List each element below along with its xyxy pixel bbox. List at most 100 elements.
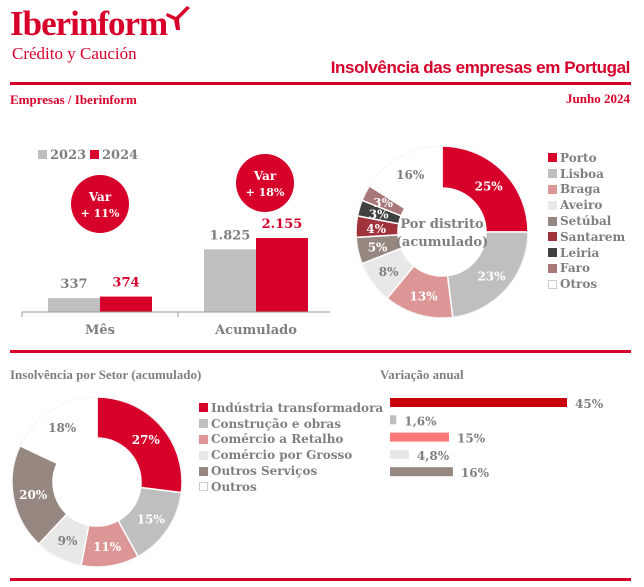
hbar-label: 45% bbox=[575, 397, 604, 411]
legend-label: Faro bbox=[560, 261, 590, 276]
donut-center-label: (acumulado) bbox=[396, 235, 488, 250]
variation-bubble bbox=[236, 154, 294, 212]
legend-sector: Indústria transformadora Construção e obr… bbox=[199, 400, 383, 495]
donut-label-lisboa: 23% bbox=[477, 270, 506, 284]
donut-label-braga: 13% bbox=[410, 289, 439, 303]
brand-subtitle: Crédito y Caución bbox=[12, 44, 137, 63]
legend-label: Comércio por Grosso bbox=[211, 448, 353, 463]
legend-item-aveiro: Aveiro bbox=[548, 197, 625, 213]
legend-label: Comércio a Retalho bbox=[211, 432, 344, 447]
donut-label-setúbal: 5% bbox=[368, 240, 388, 254]
legend-swatch bbox=[548, 169, 557, 179]
hbar-1 bbox=[390, 415, 397, 425]
legend-label: Otros bbox=[560, 277, 598, 292]
legend-swatch bbox=[548, 216, 557, 226]
legend-item-lisboa: Lisboa bbox=[548, 166, 625, 182]
legend-item-leiria: Leiria bbox=[548, 245, 625, 261]
legend-label: Outros Serviços bbox=[211, 464, 318, 479]
donut-label-faro: 3% bbox=[373, 196, 393, 210]
legend-swatch bbox=[199, 466, 208, 476]
donut-chart-sector: 27% 15% 11% 9% 20% 18% bbox=[11, 396, 183, 568]
legend-item-braga: Braga bbox=[548, 182, 625, 198]
legend-swatch bbox=[548, 279, 557, 289]
bar-2024-Acumulado bbox=[256, 238, 308, 312]
donut-outline bbox=[11, 396, 183, 568]
bar-2024-Mês bbox=[100, 296, 152, 312]
donut-label-outros: 18% bbox=[48, 421, 77, 435]
legend-swatch bbox=[199, 450, 208, 460]
section-divider bbox=[10, 350, 631, 353]
hbar-label: 16% bbox=[461, 466, 490, 480]
donut-label-comércio-por-grosso: 9% bbox=[58, 534, 78, 548]
legend-swatch bbox=[548, 184, 557, 194]
donut-label-outros-serviços: 20% bbox=[19, 488, 48, 502]
variation-bubble-title: Var bbox=[88, 190, 112, 204]
legend-swatch bbox=[199, 482, 208, 492]
donut-label-indústria-transformadora: 27% bbox=[132, 433, 161, 447]
hbar-2 bbox=[390, 432, 449, 442]
header-divider bbox=[10, 82, 631, 85]
bar-label-2024-Acumulado: 2.155 bbox=[262, 217, 303, 232]
legend-item-sector: Outros bbox=[199, 479, 383, 495]
brand-logo: Iberinform bbox=[10, 4, 168, 43]
donut-label-otros: 16% bbox=[396, 168, 425, 182]
legend-swatch-2024 bbox=[90, 150, 99, 159]
legend-item-faro: Faro bbox=[548, 261, 625, 277]
donut-label-porto: 25% bbox=[475, 179, 504, 193]
legend-swatch bbox=[199, 419, 208, 429]
donut-label-santarem: 4% bbox=[366, 222, 386, 236]
hbar-0 bbox=[390, 398, 567, 407]
hbar-label: 4,8% bbox=[417, 449, 450, 463]
date-label: Junho 2024 bbox=[566, 91, 630, 106]
donut-label-comércio-a-retalho: 11% bbox=[93, 540, 122, 554]
legend-item-otros: Otros bbox=[548, 276, 625, 292]
legend-swatch bbox=[199, 434, 208, 444]
hbar-4 bbox=[390, 467, 453, 477]
hbar-3 bbox=[390, 449, 409, 459]
legend-label: Braga bbox=[560, 182, 601, 197]
footer-divider bbox=[10, 578, 631, 581]
legend-swatch bbox=[548, 232, 557, 242]
legend-swatch bbox=[548, 200, 557, 210]
legend-label-2023: 2023 bbox=[50, 148, 86, 163]
legend-item-porto: Porto bbox=[548, 150, 625, 166]
legend-swatch-2023 bbox=[38, 150, 47, 159]
logo-bird-icon bbox=[166, 6, 190, 30]
legend-swatch bbox=[548, 263, 557, 273]
legend-item-sector: Construção e obras bbox=[199, 416, 383, 432]
bar-chart-monthly-cumulative: 2023 2024 337 374 1.825 2.155 Mês Acumulado Va… bbox=[21, 148, 330, 338]
legend-label: Outros bbox=[211, 479, 257, 494]
variation-bubble bbox=[71, 175, 129, 233]
legend-district: Porto Lisboa Braga Aveiro Setúbal Santarem Lei… bbox=[548, 150, 625, 292]
hbar-chart-variation: 45% 1,6% 15% 4,8% 16% bbox=[390, 397, 604, 480]
legend-label: Santarem bbox=[560, 229, 626, 244]
legend-item-sector: Outros Serviços bbox=[199, 463, 383, 479]
variation-bubble-value: + 18% bbox=[246, 186, 285, 199]
legend-label: Aveiro bbox=[560, 198, 603, 213]
legend-label: Leiria bbox=[560, 245, 600, 260]
bar-2023-Acumulado bbox=[204, 249, 256, 312]
legend-item-sector: Comércio a Retalho bbox=[199, 432, 383, 448]
legend-swatch bbox=[199, 403, 208, 413]
sector-section-title: Insolvência por Setor (acumulado) bbox=[10, 367, 202, 382]
category-label-Mês: Mês bbox=[85, 323, 115, 338]
source-label: Empresas / Iberinform bbox=[10, 92, 137, 107]
legend-label: Porto bbox=[560, 150, 597, 165]
legend-swatch bbox=[548, 248, 557, 258]
legend-label-2024: 2024 bbox=[102, 148, 138, 163]
legend-label: Lisboa bbox=[560, 166, 604, 181]
donut-label-aveiro: 8% bbox=[379, 265, 399, 279]
bar-label-2023-Mês: 337 bbox=[60, 277, 87, 292]
bar-label-2024-Mês: 374 bbox=[112, 276, 139, 291]
category-label-Acumulado: Acumulado bbox=[214, 323, 297, 338]
donut-label-leiria: 3% bbox=[369, 208, 389, 222]
legend-item-setúbal: Setúbal bbox=[548, 213, 625, 229]
donut-chart-district: 25%23%13%8%5%4%3%3%16%Por distrito(acumu… bbox=[355, 145, 529, 319]
legend-label: Construção e obras bbox=[211, 416, 341, 431]
legend-item-santarem: Santarem bbox=[548, 229, 625, 245]
hbar-label: 1,6% bbox=[404, 414, 437, 428]
page-title: Insolvência das empresas em Portugal bbox=[330, 58, 631, 77]
variation-bubble-title: Var bbox=[253, 169, 277, 183]
hbar-label: 15% bbox=[457, 432, 486, 446]
legend-item-sector: Indústria transformadora bbox=[199, 400, 383, 416]
